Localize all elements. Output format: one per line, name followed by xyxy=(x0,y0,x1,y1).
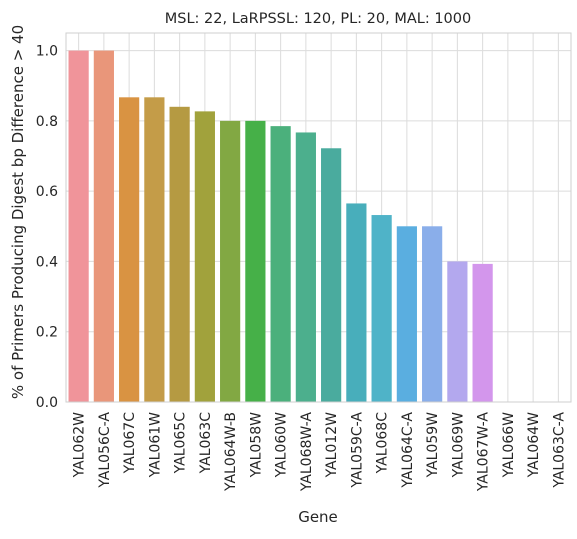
x-tick-label: YAL064W xyxy=(526,412,542,479)
labels-layer: MSL: 22, LaRPSSL: 120, PL: 20, MAL: 1000… xyxy=(9,11,471,526)
y-axis-label: % of Primers Producing Digest bp Differe… xyxy=(9,25,27,399)
x-tick-label: YAL065C xyxy=(173,412,189,475)
x-tick-label: YAL063C xyxy=(198,412,214,475)
x-tick-label: YAL062W xyxy=(72,412,88,479)
x-tick-label: YAL063C-A xyxy=(551,412,567,489)
x-tick-label: YAL012W xyxy=(324,412,340,479)
x-tick-label: YAL060W xyxy=(274,412,290,479)
y-tick-label: 1.0 xyxy=(36,44,58,60)
x-tick-label: YAL059W xyxy=(425,412,441,479)
bar xyxy=(144,97,165,402)
chart-title: MSL: 22, LaRPSSL: 120, PL: 20, MAL: 1000 xyxy=(165,11,472,27)
bar xyxy=(194,111,215,403)
bar xyxy=(169,106,190,403)
x-axis-label: Gene xyxy=(298,508,338,526)
x-tick-label: YAL067W-A xyxy=(476,412,492,493)
x-tick-label: YAL059C-A xyxy=(349,412,365,489)
x-tick-label: YAL067C xyxy=(122,412,138,475)
x-tick-label: YAL058W xyxy=(248,412,264,479)
bar xyxy=(93,50,114,402)
x-tick-label: YAL064C-A xyxy=(400,412,416,489)
bar xyxy=(245,120,266,402)
y-tick-label: 0.6 xyxy=(36,184,58,200)
x-tick-label: YAL068W-A xyxy=(299,412,315,493)
bar xyxy=(472,263,493,402)
bar xyxy=(321,148,342,402)
bar xyxy=(422,226,443,402)
bar xyxy=(346,203,367,402)
bar xyxy=(396,226,417,402)
bar xyxy=(220,120,241,402)
plot-frame xyxy=(65,32,572,403)
x-tick-label: YAL068C xyxy=(375,412,391,475)
bar xyxy=(371,215,392,402)
bars-layer xyxy=(68,50,493,403)
x-tick-label: YAL064W-B xyxy=(223,412,239,492)
bar xyxy=(68,50,89,402)
x-tick-label: YAL061W xyxy=(147,412,163,479)
y-tick-label: 0.4 xyxy=(36,254,58,270)
bar xyxy=(270,126,291,402)
bar xyxy=(295,132,316,402)
x-tick-label: YAL066W xyxy=(501,412,517,479)
y-tick-label: 0.2 xyxy=(36,325,58,341)
axes-layer: 0.0 0.2 0.4 0.6 0.8 1.0 YAL062W YAL056C-A YAL067… xyxy=(36,32,572,493)
x-tick-label: YAL069W xyxy=(450,412,466,479)
bar xyxy=(447,261,468,402)
y-tick-label: 0.0 xyxy=(36,395,58,411)
y-tick-label: 0.8 xyxy=(36,114,58,130)
x-tick-label: YAL056C-A xyxy=(97,412,113,489)
bar xyxy=(119,97,140,402)
